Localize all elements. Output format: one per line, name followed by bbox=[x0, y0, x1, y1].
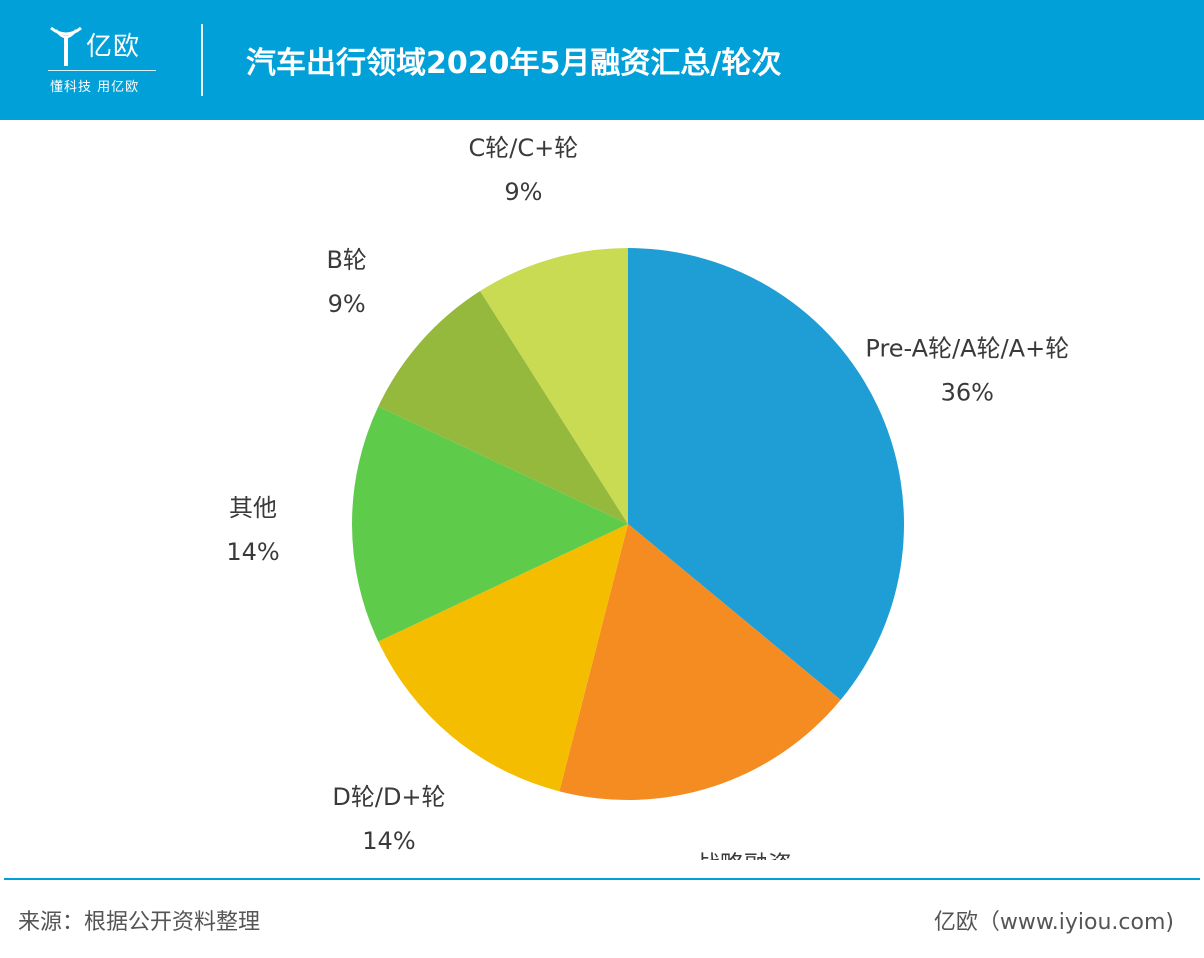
footer-brand[interactable]: 亿欧（www.iyiou.com) bbox=[933, 910, 1174, 935]
slice-percent-3: 14% bbox=[226, 538, 279, 566]
slice-label-0: Pre-A轮/A轮/A+轮 bbox=[865, 334, 1069, 362]
logo-rule bbox=[48, 70, 156, 71]
logo-slogan: 懂科技 用亿欧 bbox=[50, 80, 140, 95]
footer-rule bbox=[4, 878, 1200, 880]
pie-slice-0[interactable] bbox=[628, 248, 905, 700]
brand-logo[interactable]: 亿欧 懂科技 用亿欧 bbox=[44, 20, 164, 100]
pie-slice-4[interactable] bbox=[378, 290, 628, 524]
header-divider bbox=[201, 24, 203, 96]
pie-chart: Pre-A轮/A轮/A+轮36%战略融资18%D轮/D+轮14%其他14%B轮9… bbox=[226, 134, 1069, 860]
slice-percent-2: 14% bbox=[362, 827, 415, 855]
slice-label-2: D轮/D+轮 bbox=[332, 783, 445, 811]
slice-label-5: C轮/C+轮 bbox=[469, 134, 579, 162]
pie-slice-3[interactable] bbox=[351, 406, 628, 642]
logo-y-icon bbox=[50, 26, 82, 66]
slice-label-4: B轮 bbox=[326, 246, 366, 274]
slice-percent-4: 9% bbox=[328, 290, 366, 318]
slice-percent-5: 9% bbox=[504, 178, 542, 206]
slice-percent-0: 36% bbox=[941, 378, 994, 406]
page-title: 汽车出行领域2020年5月融资汇总/轮次 bbox=[246, 46, 782, 81]
footer-source: 来源：根据公开资料整理 bbox=[18, 910, 261, 935]
pie-labels: Pre-A轮/A轮/A+轮36%战略融资18%D轮/D+轮14%其他14%B轮9… bbox=[226, 134, 1069, 860]
pie-slices bbox=[351, 248, 905, 801]
pie-slice-5[interactable] bbox=[480, 248, 628, 524]
header-bar: 亿欧 懂科技 用亿欧 汽车出行领域2020年5月融资汇总/轮次 bbox=[0, 0, 1204, 120]
slice-label-3: 其他 bbox=[229, 494, 277, 522]
slice-label-1: 战略融资 bbox=[696, 851, 792, 860]
pie-slice-2[interactable] bbox=[378, 524, 628, 792]
logo-brand-name: 亿欧 bbox=[86, 32, 141, 62]
pie-slice-1[interactable] bbox=[559, 524, 841, 801]
